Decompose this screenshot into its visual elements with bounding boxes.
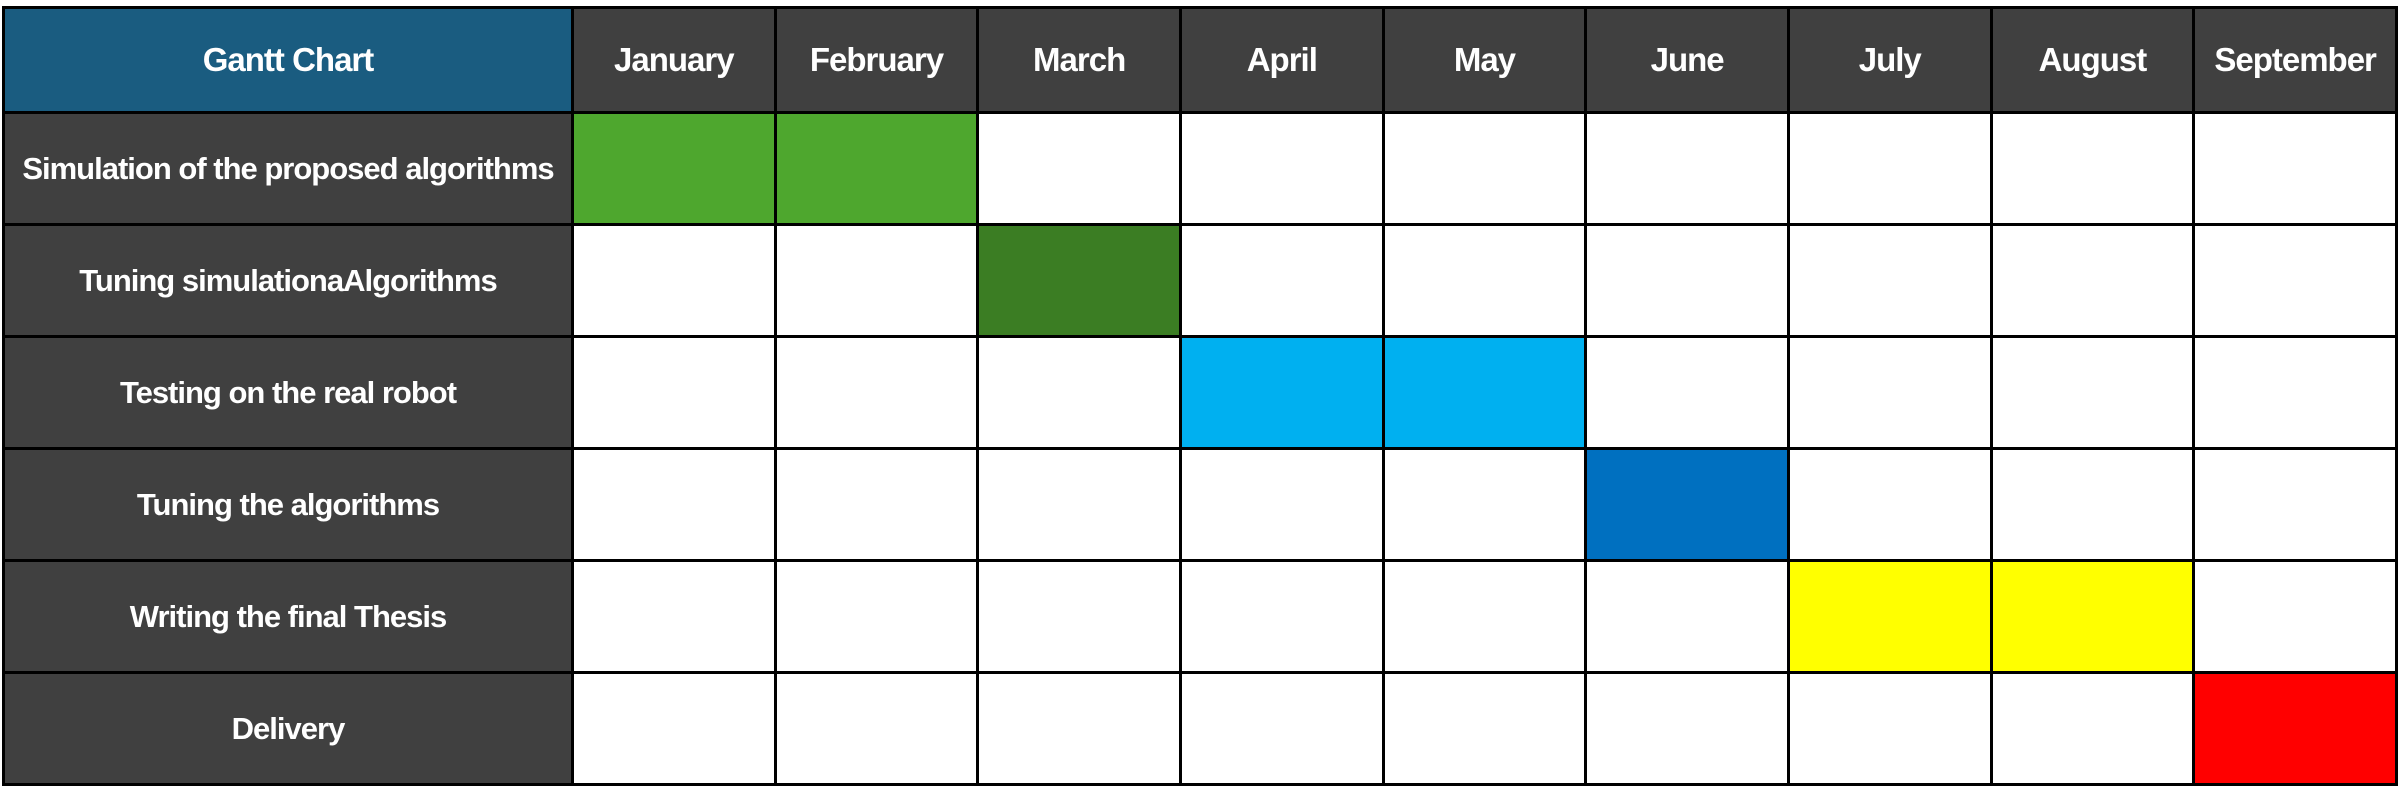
- task-row: Tuning simulationaAlgorithms: [2, 223, 2398, 338]
- gantt-bar-march: [976, 223, 1182, 338]
- month-header-august: August: [1989, 6, 2196, 114]
- gantt-bar-september: [2192, 671, 2398, 786]
- empty-cell-july: [1786, 671, 1993, 786]
- empty-cell-january: [571, 671, 777, 786]
- empty-cell-june: [1584, 111, 1790, 226]
- gantt-bar-july: [1786, 559, 1993, 674]
- task-row: Delivery: [2, 671, 2398, 786]
- month-header-april: April: [1178, 6, 1385, 114]
- task-label: Tuning simulationaAlgorithms: [2, 223, 574, 338]
- empty-cell-september: [2192, 559, 2398, 674]
- empty-cell-june: [1584, 671, 1790, 786]
- task-row: Writing the final Thesis: [2, 559, 2398, 674]
- month-header-february: February: [773, 6, 980, 114]
- empty-cell-january: [571, 447, 777, 562]
- month-header-july: July: [1786, 6, 1993, 114]
- empty-cell-april: [1178, 447, 1385, 562]
- empty-cell-july: [1786, 111, 1993, 226]
- empty-cell-february: [773, 559, 980, 674]
- month-header-january: January: [571, 6, 777, 114]
- empty-cell-april: [1178, 559, 1385, 674]
- month-header-june: June: [1584, 6, 1790, 114]
- gantt-bar-april: [1178, 335, 1385, 450]
- empty-cell-july: [1786, 447, 1993, 562]
- empty-cell-march: [976, 111, 1182, 226]
- gantt-bar-february: [773, 111, 980, 226]
- empty-cell-september: [2192, 447, 2398, 562]
- empty-cell-august: [1989, 335, 2196, 450]
- gantt-bar-june: [1584, 447, 1790, 562]
- gantt-bar-august: [1989, 559, 2196, 674]
- empty-cell-july: [1786, 335, 1993, 450]
- empty-cell-september: [2192, 223, 2398, 338]
- gantt-bar-may: [1381, 335, 1588, 450]
- empty-cell-april: [1178, 223, 1385, 338]
- empty-cell-september: [2192, 111, 2398, 226]
- empty-cell-march: [976, 671, 1182, 786]
- empty-cell-january: [571, 223, 777, 338]
- empty-cell-july: [1786, 223, 1993, 338]
- empty-cell-may: [1381, 223, 1588, 338]
- empty-cell-august: [1989, 111, 2196, 226]
- empty-cell-may: [1381, 111, 1588, 226]
- task-label: Tuning the algorithms: [2, 447, 574, 562]
- empty-cell-september: [2192, 335, 2398, 450]
- empty-cell-june: [1584, 223, 1790, 338]
- empty-cell-may: [1381, 559, 1588, 674]
- gantt-chart-table: Gantt Chart January February March April…: [2, 6, 2398, 786]
- task-row: Tuning the algorithms: [2, 447, 2398, 562]
- empty-cell-august: [1989, 223, 2196, 338]
- header-row: Gantt Chart January February March April…: [2, 6, 2398, 114]
- empty-cell-april: [1178, 671, 1385, 786]
- gantt-body: Simulation of the proposed algorithms Tun…: [2, 111, 2398, 786]
- empty-cell-april: [1178, 111, 1385, 226]
- empty-cell-march: [976, 335, 1182, 450]
- empty-cell-february: [773, 671, 980, 786]
- gantt-bar-january: [571, 111, 777, 226]
- empty-cell-february: [773, 335, 980, 450]
- task-label: Writing the final Thesis: [2, 559, 574, 674]
- task-row: Testing on the real robot: [2, 335, 2398, 450]
- empty-cell-june: [1584, 559, 1790, 674]
- empty-cell-june: [1584, 335, 1790, 450]
- task-label: Delivery: [2, 671, 574, 786]
- month-header-march: March: [976, 6, 1182, 114]
- chart-title: Gantt Chart: [2, 6, 574, 114]
- empty-cell-august: [1989, 447, 2196, 562]
- month-header-may: May: [1381, 6, 1588, 114]
- task-row: Simulation of the proposed algorithms: [2, 111, 2398, 226]
- empty-cell-may: [1381, 671, 1588, 786]
- empty-cell-march: [976, 559, 1182, 674]
- month-header-september: September: [2192, 6, 2398, 114]
- empty-cell-may: [1381, 447, 1588, 562]
- task-label: Testing on the real robot: [2, 335, 574, 450]
- empty-cell-february: [773, 447, 980, 562]
- empty-cell-march: [976, 447, 1182, 562]
- empty-cell-august: [1989, 671, 2196, 786]
- empty-cell-january: [571, 335, 777, 450]
- task-label: Simulation of the proposed algorithms: [2, 111, 574, 226]
- empty-cell-february: [773, 223, 980, 338]
- empty-cell-january: [571, 559, 777, 674]
